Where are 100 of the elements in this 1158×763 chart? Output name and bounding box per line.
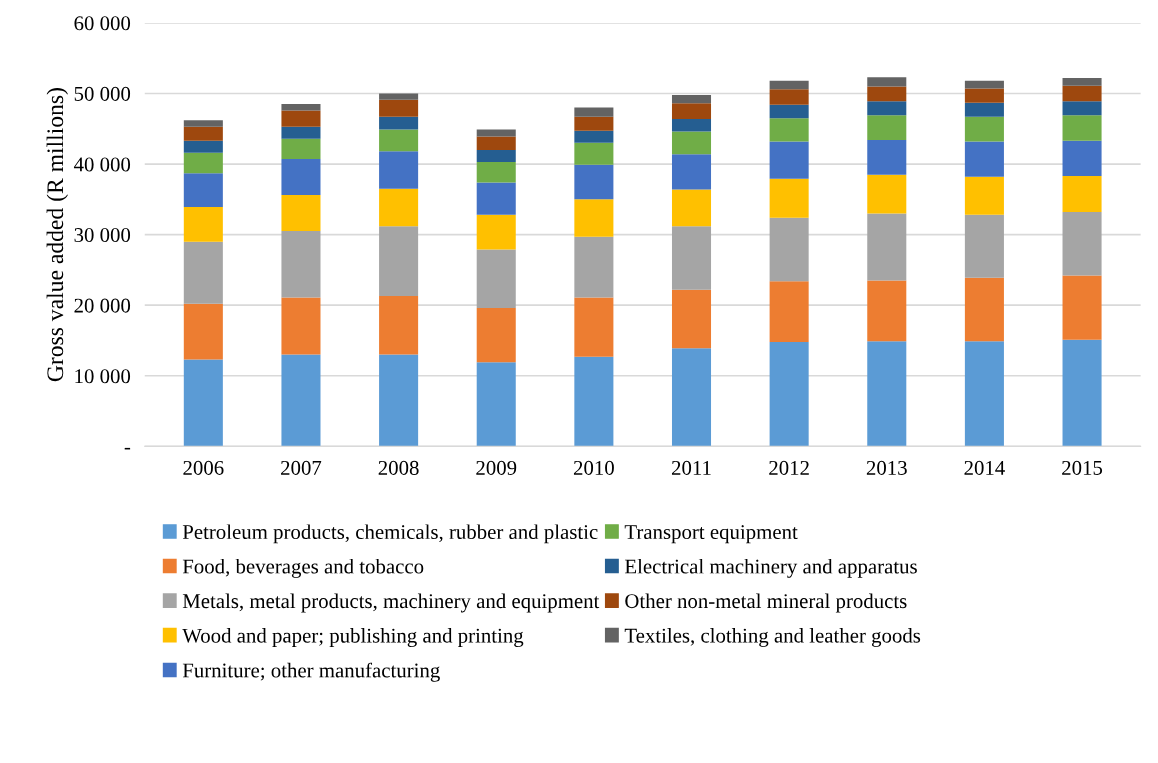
- bar: [1062, 212, 1102, 276]
- bar: [574, 142, 614, 165]
- bar: [379, 296, 419, 355]
- bar: [476, 362, 516, 447]
- y-tick-label: -: [124, 447, 131, 450]
- bar: [476, 249, 516, 309]
- legend-label: Petroleum products, chemicals, rubber and plastic: [182, 524, 598, 544]
- bar: [183, 207, 223, 242]
- bar: [379, 129, 419, 152]
- bar: [183, 173, 223, 208]
- bar: [281, 110, 321, 127]
- bar: [671, 118, 712, 132]
- bar: [281, 354, 321, 447]
- bar: [183, 140, 223, 153]
- bar: [574, 164, 614, 200]
- bar: [964, 80, 1004, 89]
- bar: [671, 103, 712, 119]
- bar: [281, 231, 321, 298]
- x-tick-label: 2013: [866, 460, 907, 475]
- bar: [769, 281, 809, 342]
- bar: [379, 151, 419, 189]
- bar: [769, 80, 809, 90]
- bar: [671, 154, 712, 190]
- bar: [574, 199, 614, 237]
- bar: [671, 94, 712, 104]
- bar: [671, 226, 712, 290]
- bar: [476, 214, 516, 250]
- bar: [867, 280, 907, 342]
- y-tick-label: 20 000: [74, 298, 131, 313]
- bar: [964, 116, 1004, 142]
- bar: [769, 341, 809, 447]
- bar: [574, 297, 614, 357]
- bar: [183, 303, 223, 360]
- bar: [867, 115, 907, 141]
- bar: [379, 226, 419, 297]
- bar: [379, 99, 419, 117]
- bar: [769, 141, 809, 179]
- x-tick-label: 2006: [183, 460, 224, 475]
- bar: [671, 289, 712, 349]
- bar: [769, 217, 809, 282]
- bar: [574, 236, 614, 298]
- legend-label: Wood and paper; publishing and printing: [182, 628, 524, 648]
- bar: [1062, 275, 1102, 340]
- bar: [281, 138, 321, 160]
- bar: [769, 89, 809, 105]
- legend-label: Furniture; other manufacturing: [182, 662, 440, 682]
- bar: [964, 214, 1004, 278]
- x-tick-label: 2015: [1062, 460, 1103, 475]
- bar: [1062, 101, 1102, 116]
- x-tick-label: 2014: [964, 460, 1005, 475]
- bar: [964, 102, 1004, 117]
- bar: [1062, 77, 1102, 86]
- bar: [574, 356, 614, 447]
- bar: [379, 188, 419, 227]
- y-tick-label: 10 000: [75, 369, 131, 384]
- bar: [476, 136, 516, 150]
- x-tick-label: 2011: [671, 460, 711, 475]
- bar: [183, 241, 223, 304]
- bar: [671, 131, 712, 155]
- bar: [964, 176, 1004, 215]
- bar: [281, 104, 321, 111]
- bar: [964, 277, 1004, 342]
- bar: [867, 213, 907, 281]
- x-tick-label: 2009: [476, 460, 517, 475]
- bar: [574, 107, 614, 117]
- bar: [183, 359, 223, 447]
- x-tick-label: 2010: [573, 460, 614, 475]
- bar: [281, 297, 321, 355]
- bar: [964, 141, 1004, 177]
- bar: [183, 152, 223, 174]
- bar: [867, 86, 907, 102]
- bar: [1062, 85, 1102, 102]
- bar: [183, 126, 223, 141]
- bar: [281, 159, 321, 196]
- bar: [1062, 339, 1102, 447]
- bar: [1062, 115, 1102, 141]
- legend-label: Transport equipment: [624, 525, 798, 544]
- bar: [769, 118, 809, 142]
- bar: [671, 189, 712, 227]
- bar: [281, 195, 321, 232]
- bar: [183, 120, 223, 127]
- x-tick-label: 2008: [378, 460, 419, 475]
- bar: [476, 182, 516, 215]
- bar: [769, 104, 809, 119]
- x-tick-label: 2012: [769, 460, 809, 475]
- bar: [476, 149, 516, 162]
- legend-label: Food, beverages and tobacco: [182, 558, 424, 578]
- y-tick-label: 40 000: [73, 157, 131, 172]
- bar: [476, 129, 516, 137]
- bar: [671, 348, 712, 447]
- bar: [867, 101, 907, 116]
- y-tick-label: 50 000: [74, 86, 131, 101]
- bar: [867, 341, 907, 447]
- bar: [476, 161, 516, 183]
- bar: [379, 116, 419, 130]
- bar: [867, 77, 907, 87]
- x-tick-label: 2007: [281, 460, 322, 475]
- bar: [574, 116, 614, 131]
- bar: [281, 126, 321, 139]
- bar: [379, 93, 419, 100]
